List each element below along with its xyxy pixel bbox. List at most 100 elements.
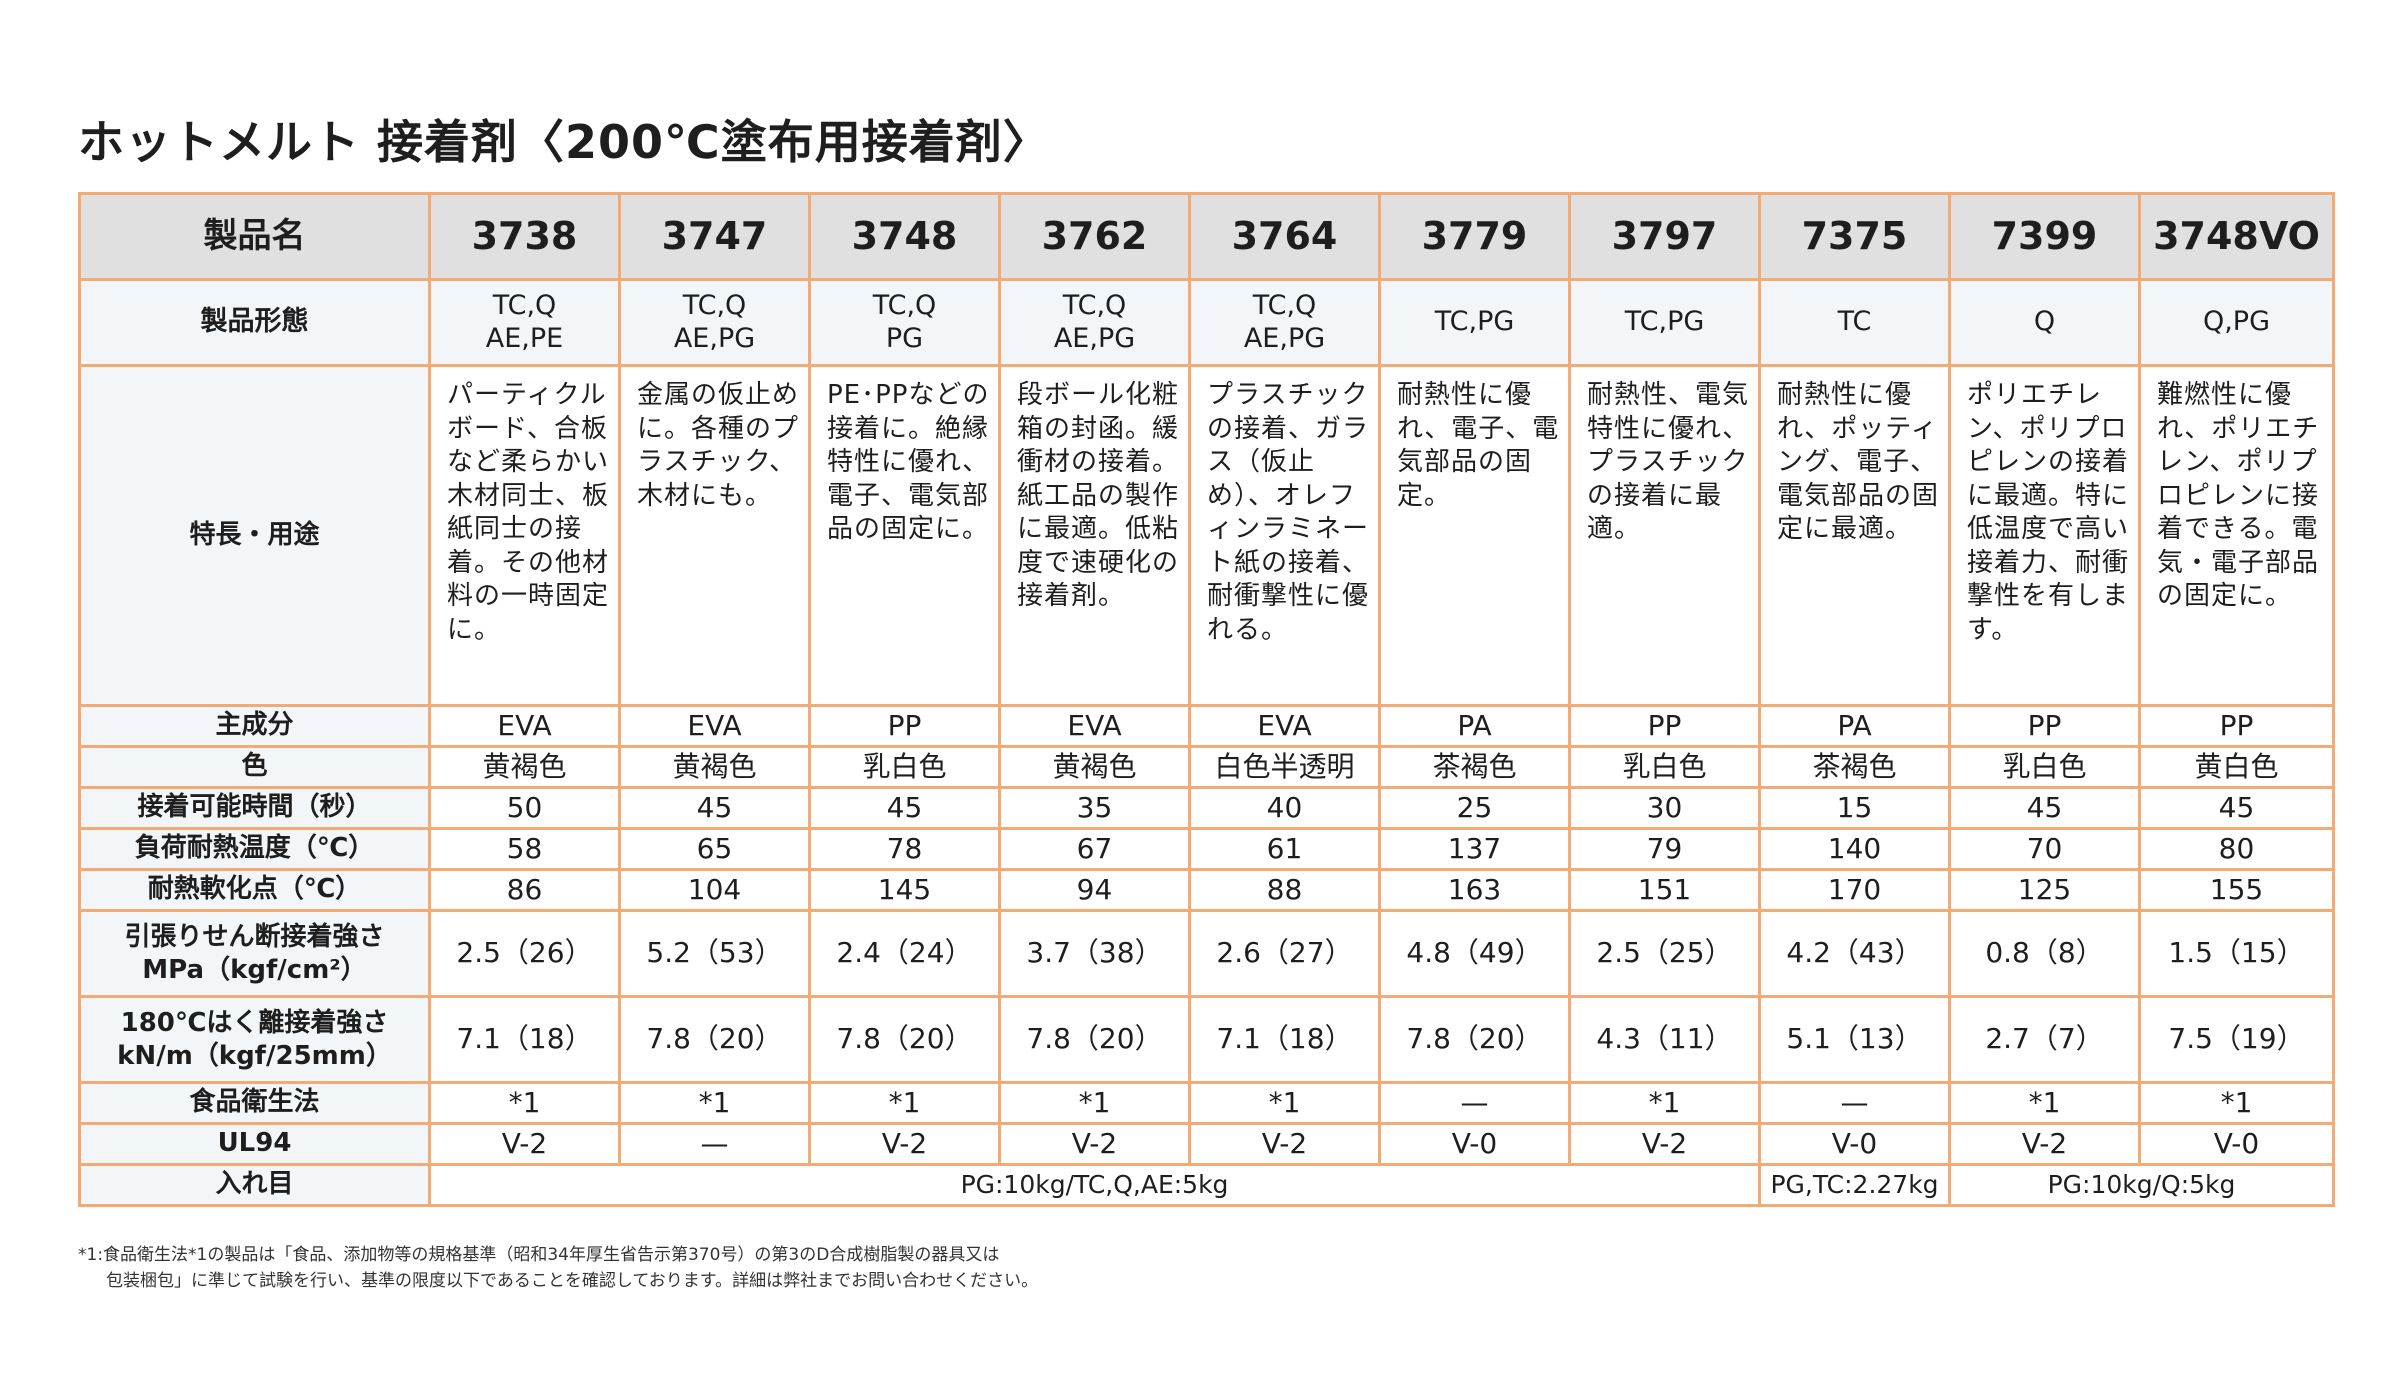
product-name: 3738 <box>428 192 621 281</box>
form-line: Q,PG <box>2202 306 2271 338</box>
form-line: AE,PG <box>673 322 756 354</box>
softening-point-cell: 163 <box>1378 868 1571 912</box>
color-cell: 黄褐色 <box>998 745 1191 789</box>
main-component-cell: PP <box>1568 704 1761 748</box>
heat-load-temp-cell: 140 <box>1758 827 1951 871</box>
peel-strength-cell: 7.8（20） <box>998 995 1191 1084</box>
main-component-cell: PP <box>2138 704 2335 748</box>
ul94-row: UL94 V-2— V-2 V-2 V-2 V-0 V-2 V-0 V-2 V-0 <box>78 1122 2335 1166</box>
open-time-cell: 45 <box>2138 786 2335 830</box>
softening-point-label: 耐熱軟化点（℃） <box>78 868 431 912</box>
ul94-cell: V-2 <box>1568 1122 1761 1166</box>
color-cell: 黄白色 <box>2138 745 2335 789</box>
food-sanitation-cell: — <box>1378 1081 1571 1125</box>
form-line: TC,Q <box>872 290 937 322</box>
feature-description: ポリエチレン、ポリプロピレンの接着に最適。特に低温度で高い接着力、耐衝撃性を有し… <box>1948 364 2141 707</box>
food-sanitation-row: 食品衛生法 *1 *1 *1 *1 *1— *1— *1 *1 <box>78 1081 2335 1125</box>
food-sanitation-cell: — <box>1758 1081 1951 1125</box>
ul94-cell: — <box>618 1122 811 1166</box>
ul94-cell: V-2 <box>1948 1122 2141 1166</box>
color-cell: 黄褐色 <box>618 745 811 789</box>
heat-load-temp-cell: 61 <box>1188 827 1381 871</box>
form-line: PG <box>885 322 924 354</box>
product-name: 3779 <box>1378 192 1571 281</box>
food-sanitation-cell: *1 <box>808 1081 1001 1125</box>
food-sanitation-label: 食品衛生法 <box>78 1081 431 1125</box>
main-component-cell: PA <box>1758 704 1951 748</box>
food-sanitation-cell: *1 <box>2138 1081 2335 1125</box>
heat-load-temp-cell: 65 <box>618 827 811 871</box>
form-cell: TC,Q AE,PE <box>428 278 621 367</box>
peel-strength-cell: 2.7（7） <box>1948 995 2141 1084</box>
tensile-shear-cell: 2.6（27） <box>1188 909 1381 998</box>
color-cell: 乳白色 <box>1948 745 2141 789</box>
open-time-cell: 45 <box>808 786 1001 830</box>
main-component-cell: PA <box>1378 704 1571 748</box>
color-cell: 乳白色 <box>1568 745 1761 789</box>
open-time-cell: 50 <box>428 786 621 830</box>
header-label: 製品名 <box>78 192 431 281</box>
peel-strength-cell: 4.3（11） <box>1568 995 1761 1084</box>
peel-strength-label-line-2: kN/m（kgf/25mm） <box>117 1040 392 1071</box>
form-line: AE,PG <box>1053 322 1136 354</box>
product-name: 3764 <box>1188 192 1381 281</box>
open-time-row: 接着可能時間（秒） 50 45 45 35 40 25 30 15 45 45 <box>78 786 2335 830</box>
food-sanitation-cell: *1 <box>1948 1081 2141 1125</box>
softening-point-cell: 88 <box>1188 868 1381 912</box>
form-line: TC,Q <box>1062 290 1127 322</box>
ul94-label: UL94 <box>78 1122 431 1166</box>
open-time-cell: 30 <box>1568 786 1761 830</box>
tensile-shear-label: 引張りせん断接着強さ MPa（kgf/cm²） <box>78 909 431 998</box>
heat-load-temp-cell: 58 <box>428 827 621 871</box>
softening-point-cell: 145 <box>808 868 1001 912</box>
form-line: AE,PG <box>1243 322 1326 354</box>
ul94-cell: V-2 <box>428 1122 621 1166</box>
product-name: 3748VO <box>2138 192 2335 281</box>
ul94-cell: V-2 <box>808 1122 1001 1166</box>
form-line: Q <box>2033 306 2056 338</box>
product-name: 7375 <box>1758 192 1951 281</box>
tensile-shear-cell: 5.2（53） <box>618 909 811 998</box>
peel-strength-label: 180℃はく離接着強さ kN/m（kgf/25mm） <box>78 995 431 1084</box>
heat-load-temp-row: 負荷耐熱温度（℃） 58 65 78 67 61 137 79 140 70 80 <box>78 827 2335 871</box>
peel-strength-row: 180℃はく離接着強さ kN/m（kgf/25mm） 7.1（18） 7.8（20） 7… <box>78 995 2335 1084</box>
tensile-shear-cell: 4.8（49） <box>1378 909 1571 998</box>
color-label: 色 <box>78 745 431 789</box>
packaging-row: 入れ目 PG:10kg/TC,Q,AE:5kg PG,TC:2.27kg PG:… <box>78 1163 2335 1207</box>
ul94-cell: V-2 <box>1188 1122 1381 1166</box>
header-row: 製品名 3738 3747 3748 3762 3764 3779 3797 7375 7399 3… <box>78 192 2335 281</box>
softening-point-cell: 94 <box>998 868 1191 912</box>
food-sanitation-cell: *1 <box>1568 1081 1761 1125</box>
product-spec-table: 製品名 3738 3747 3748 3762 3764 3779 3797 7375 7399 3… <box>78 192 2335 1207</box>
open-time-cell: 15 <box>1758 786 1951 830</box>
feature-description: 金属の仮止めに。各種のプラスチック、木材にも。 <box>618 364 811 707</box>
tensile-shear-cell: 2.5（26） <box>428 909 621 998</box>
tensile-shear-cell: 4.2（43） <box>1758 909 1951 998</box>
form-line: TC,Q <box>492 290 557 322</box>
feature-description: 耐熱性に優れ、電子、電気部品の固定。 <box>1378 364 1571 707</box>
main-component-row: 主成分 EVA EVA PP EVA EVA PA PP PA PP PP <box>78 704 2335 748</box>
form-line: AE,PE <box>485 322 564 354</box>
form-line: TC,Q <box>1252 290 1317 322</box>
form-cell: TC,Q AE,PG <box>1188 278 1381 367</box>
ul94-cell: V-0 <box>1758 1122 1951 1166</box>
heat-load-temp-cell: 80 <box>2138 827 2335 871</box>
feature-description: プラスチックの接着、ガラス（仮止め）、オレフィンラミネート紙の接着、耐衝撃性に優… <box>1188 364 1381 707</box>
open-time-cell: 25 <box>1378 786 1571 830</box>
softening-point-cell: 86 <box>428 868 621 912</box>
main-component-cell: PP <box>808 704 1001 748</box>
ul94-cell: V-2 <box>998 1122 1191 1166</box>
tensile-shear-cell: 2.4（24） <box>808 909 1001 998</box>
packaging-label: 入れ目 <box>78 1163 431 1207</box>
form-cell: TC,PG <box>1378 278 1571 367</box>
color-cell: 黄褐色 <box>428 745 621 789</box>
form-cell: TC,PG <box>1568 278 1761 367</box>
color-row: 色黄褐色 黄褐色 乳白色 黄褐色 白色半透明 茶褐色 乳白色 茶褐色 乳白色 黄白色 <box>78 745 2335 789</box>
main-component-cell: EVA <box>998 704 1191 748</box>
form-line: TC,PG <box>1434 306 1515 338</box>
peel-strength-cell: 7.8（20） <box>1378 995 1571 1084</box>
color-cell: 白色半透明 <box>1188 745 1381 789</box>
form-cell: TC,Q AE,PG <box>998 278 1191 367</box>
form-row: 製品形態 TC,Q AE,PE TC,Q AE,PG TC,Q PG TC,Q AE,PG TC,… <box>78 278 2335 367</box>
color-cell: 茶褐色 <box>1378 745 1571 789</box>
